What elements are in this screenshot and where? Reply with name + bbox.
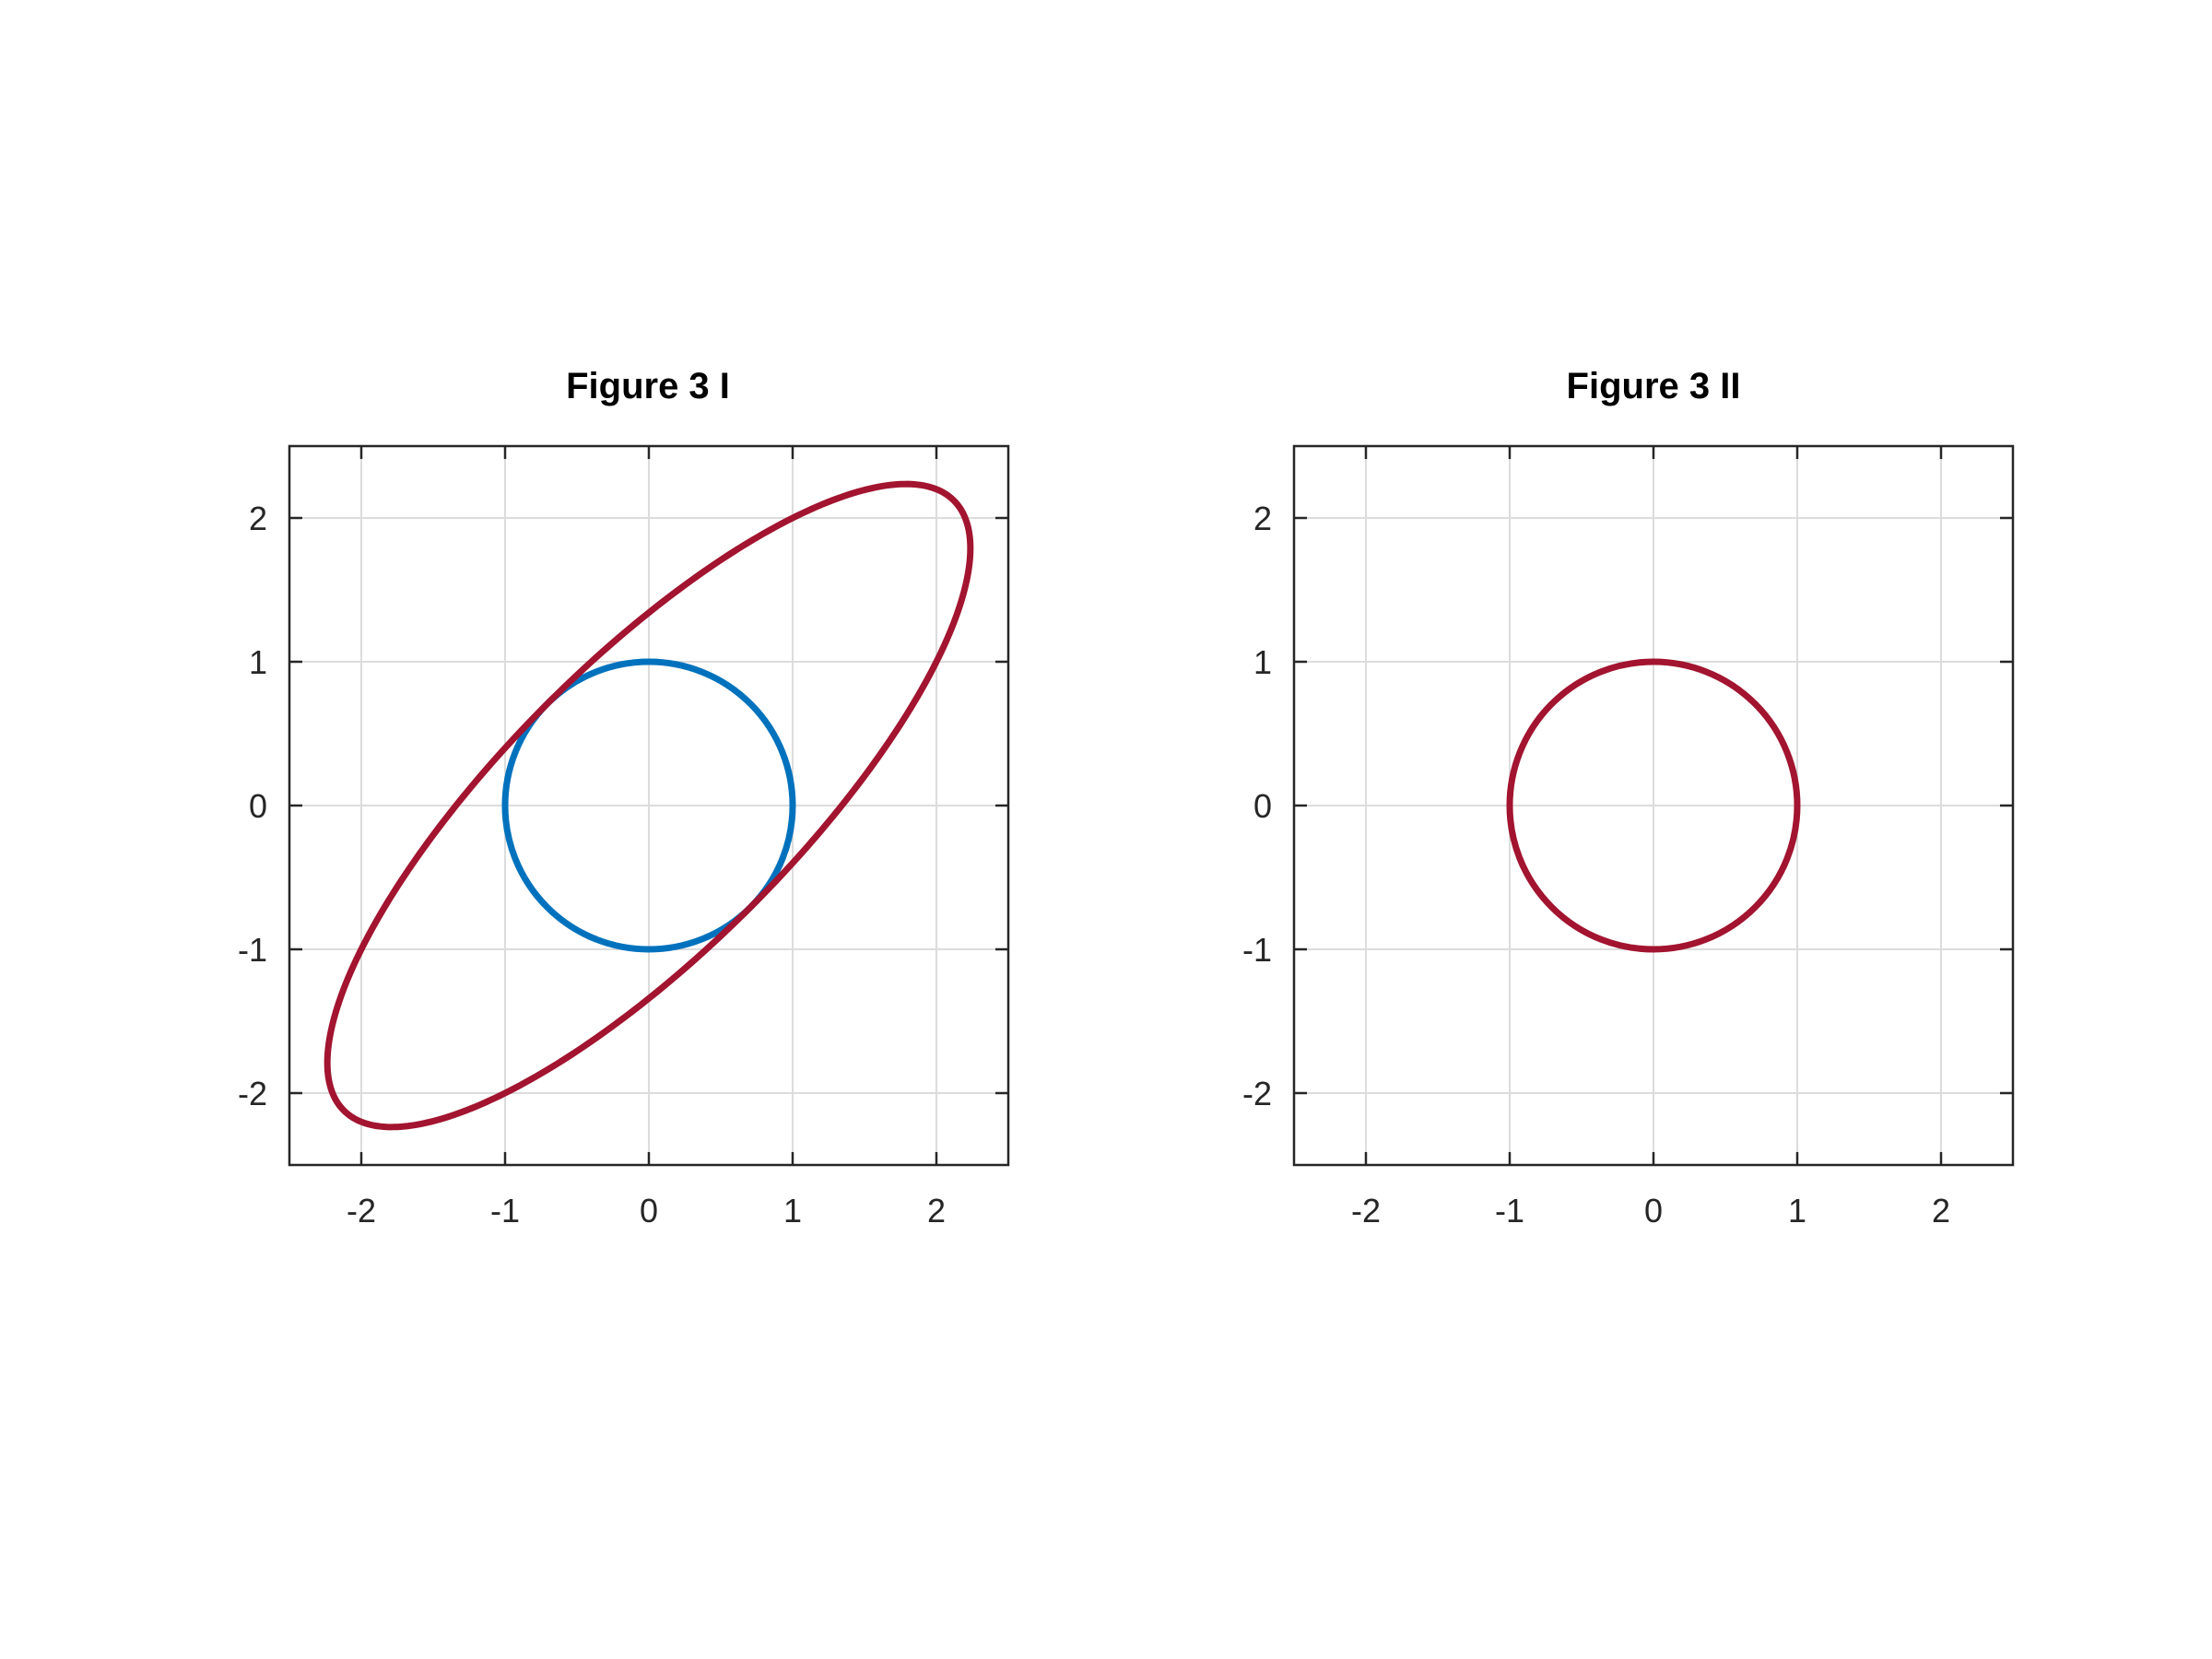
plot-area-2: -2 -1 0 1 2 2 1 0 -1 -2 [1242,444,2015,1230]
x-tick-label: -2 [347,1192,376,1230]
plot-area-1: -2 -1 0 1 2 2 1 0 -1 -2 [238,444,1010,1230]
y-tick-label: -1 [1242,931,1272,969]
y-tick-label: 0 [249,787,267,825]
series-circle [1506,658,1801,953]
x-tick-label: 2 [927,1192,946,1230]
x-tick-label: -1 [490,1192,520,1230]
chart-title-2: Figure 3 II [1567,366,1741,406]
y-tick-label: 1 [1253,643,1272,681]
y-tick-label: -2 [1242,1075,1272,1112]
y-tick-label: -1 [238,931,267,969]
x-tick-label: 1 [1788,1192,1806,1230]
y-tick-label: 0 [1253,787,1272,825]
y-tick-label: 1 [249,643,267,681]
x-tick-label: 2 [1932,1192,1950,1230]
x-tick-label: -2 [1351,1192,1381,1230]
series-ellipse [324,480,974,1131]
x-tick-label: 1 [783,1192,802,1230]
y-tick-label: 2 [1253,500,1272,537]
x-tick-label: 0 [1644,1192,1663,1230]
chart-panel-2: Figure 3 II -2 -1 0 1 2 2 1 0 -1 -2 [1242,366,2015,1230]
x-tick-label: 0 [640,1192,658,1230]
chart-panel-1: Figure 3 I -2 -1 0 1 2 2 1 0 -1 -2 [238,366,1010,1230]
x-tick-label: -1 [1495,1192,1524,1230]
series-circle [501,658,796,953]
y-tick-label: 2 [249,500,267,537]
y-tick-label: -2 [238,1075,267,1112]
chart-title-1: Figure 3 I [566,366,730,406]
